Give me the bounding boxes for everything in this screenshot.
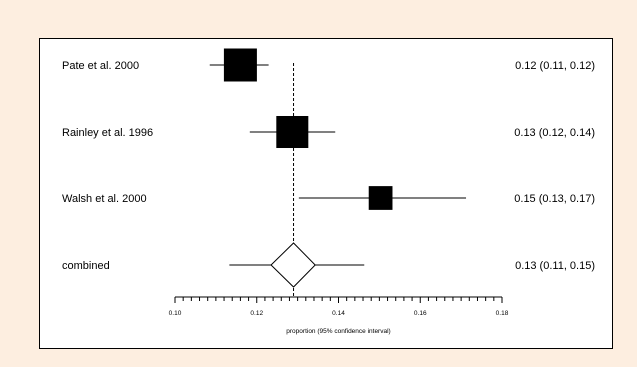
- estimate-marker-1: [276, 115, 309, 149]
- study-label-0: Pate et al. 2000: [62, 60, 139, 72]
- forest-plot: Pate et al. 2000 0.12 (0.11, 0.12) Rainley…: [62, 48, 595, 335]
- combined-diamond: [270, 242, 316, 288]
- study-label-1: Rainley et al. 1996: [62, 127, 153, 139]
- estimate-marker-0: [223, 48, 257, 82]
- estimate-marker-2: [368, 186, 393, 210]
- x-axis-label: proportion (95% confidence interval): [286, 328, 390, 335]
- study-label-2: Walsh et al. 2000: [62, 193, 147, 205]
- x-tick-label: 0.16: [414, 310, 427, 317]
- combined-ci-text: 0.13 (0.11, 0.15): [515, 260, 595, 272]
- x-tick-label: 0.18: [496, 310, 509, 317]
- combined-label: combined: [62, 260, 110, 272]
- x-tick-label: 0.12: [250, 310, 263, 317]
- x-tick-label: 0.14: [332, 310, 345, 317]
- ci-text-2: 0.15 (0.13, 0.17): [514, 193, 595, 205]
- x-tick-label: 0.10: [169, 310, 182, 317]
- ci-text-0: 0.12 (0.11, 0.12): [515, 60, 595, 72]
- ci-text-1: 0.13 (0.12, 0.14): [514, 127, 595, 139]
- plot-frame: Pate et al. 2000 0.12 (0.11, 0.12) Rainley…: [39, 38, 613, 349]
